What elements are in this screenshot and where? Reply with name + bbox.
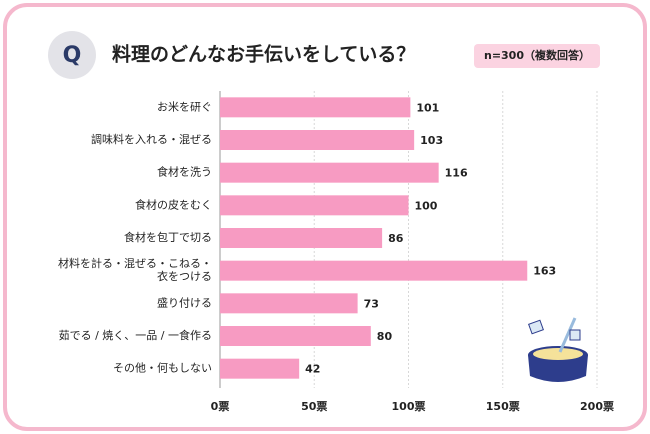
value-label: 163 — [533, 265, 556, 278]
y-tick-label: 食材の皮をむく — [135, 197, 212, 211]
value-label: 42 — [305, 363, 320, 376]
frame — [3, 3, 647, 431]
x-tick-label: 50票 — [301, 400, 327, 413]
y-tick-label: 盛り付ける — [157, 295, 212, 309]
bar — [220, 358, 300, 379]
y-tick-label: 食材を包丁で切る — [124, 230, 212, 244]
bar — [220, 130, 415, 150]
y-tick-label: 調味料を入れる・混ぜる — [91, 132, 212, 146]
value-label: 73 — [364, 297, 379, 310]
bar — [220, 260, 528, 281]
y-tick-label: 茹でる / 焼く、一品 / 一食作る — [59, 328, 212, 342]
value-label: 86 — [388, 232, 404, 245]
x-tick-label: 200票 — [580, 400, 614, 413]
note-box — [474, 44, 600, 68]
q-label: Q — [63, 43, 82, 68]
x-tick-label: 100票 — [392, 400, 426, 413]
value-label: 116 — [445, 167, 468, 180]
value-label: 80 — [377, 330, 393, 343]
bar — [220, 228, 383, 248]
value-label: 103 — [420, 134, 443, 147]
y-tick-label: その他・何もしない — [113, 362, 212, 375]
y-tick-label: お米を研ぐ — [157, 100, 212, 113]
x-tick-label: 150票 — [486, 400, 520, 413]
value-label: 100 — [415, 199, 438, 212]
note: n=300（複数回答） — [484, 48, 590, 62]
bar — [220, 293, 358, 314]
value-label: 101 — [416, 101, 439, 114]
bar — [220, 97, 411, 118]
q-badge — [48, 31, 96, 79]
bar — [220, 162, 439, 183]
chart-title: 料理のどんなお手伝いをしている？ — [112, 43, 415, 66]
y-tick-label: 食材を洗う — [157, 165, 212, 179]
y-tick-label: 材料を計る・混ぜる・こねる・衣をつける — [58, 256, 212, 283]
bar — [220, 326, 371, 346]
x-tick-label: 0票 — [211, 400, 230, 413]
bar — [220, 195, 409, 216]
pot-icon — [528, 317, 588, 382]
